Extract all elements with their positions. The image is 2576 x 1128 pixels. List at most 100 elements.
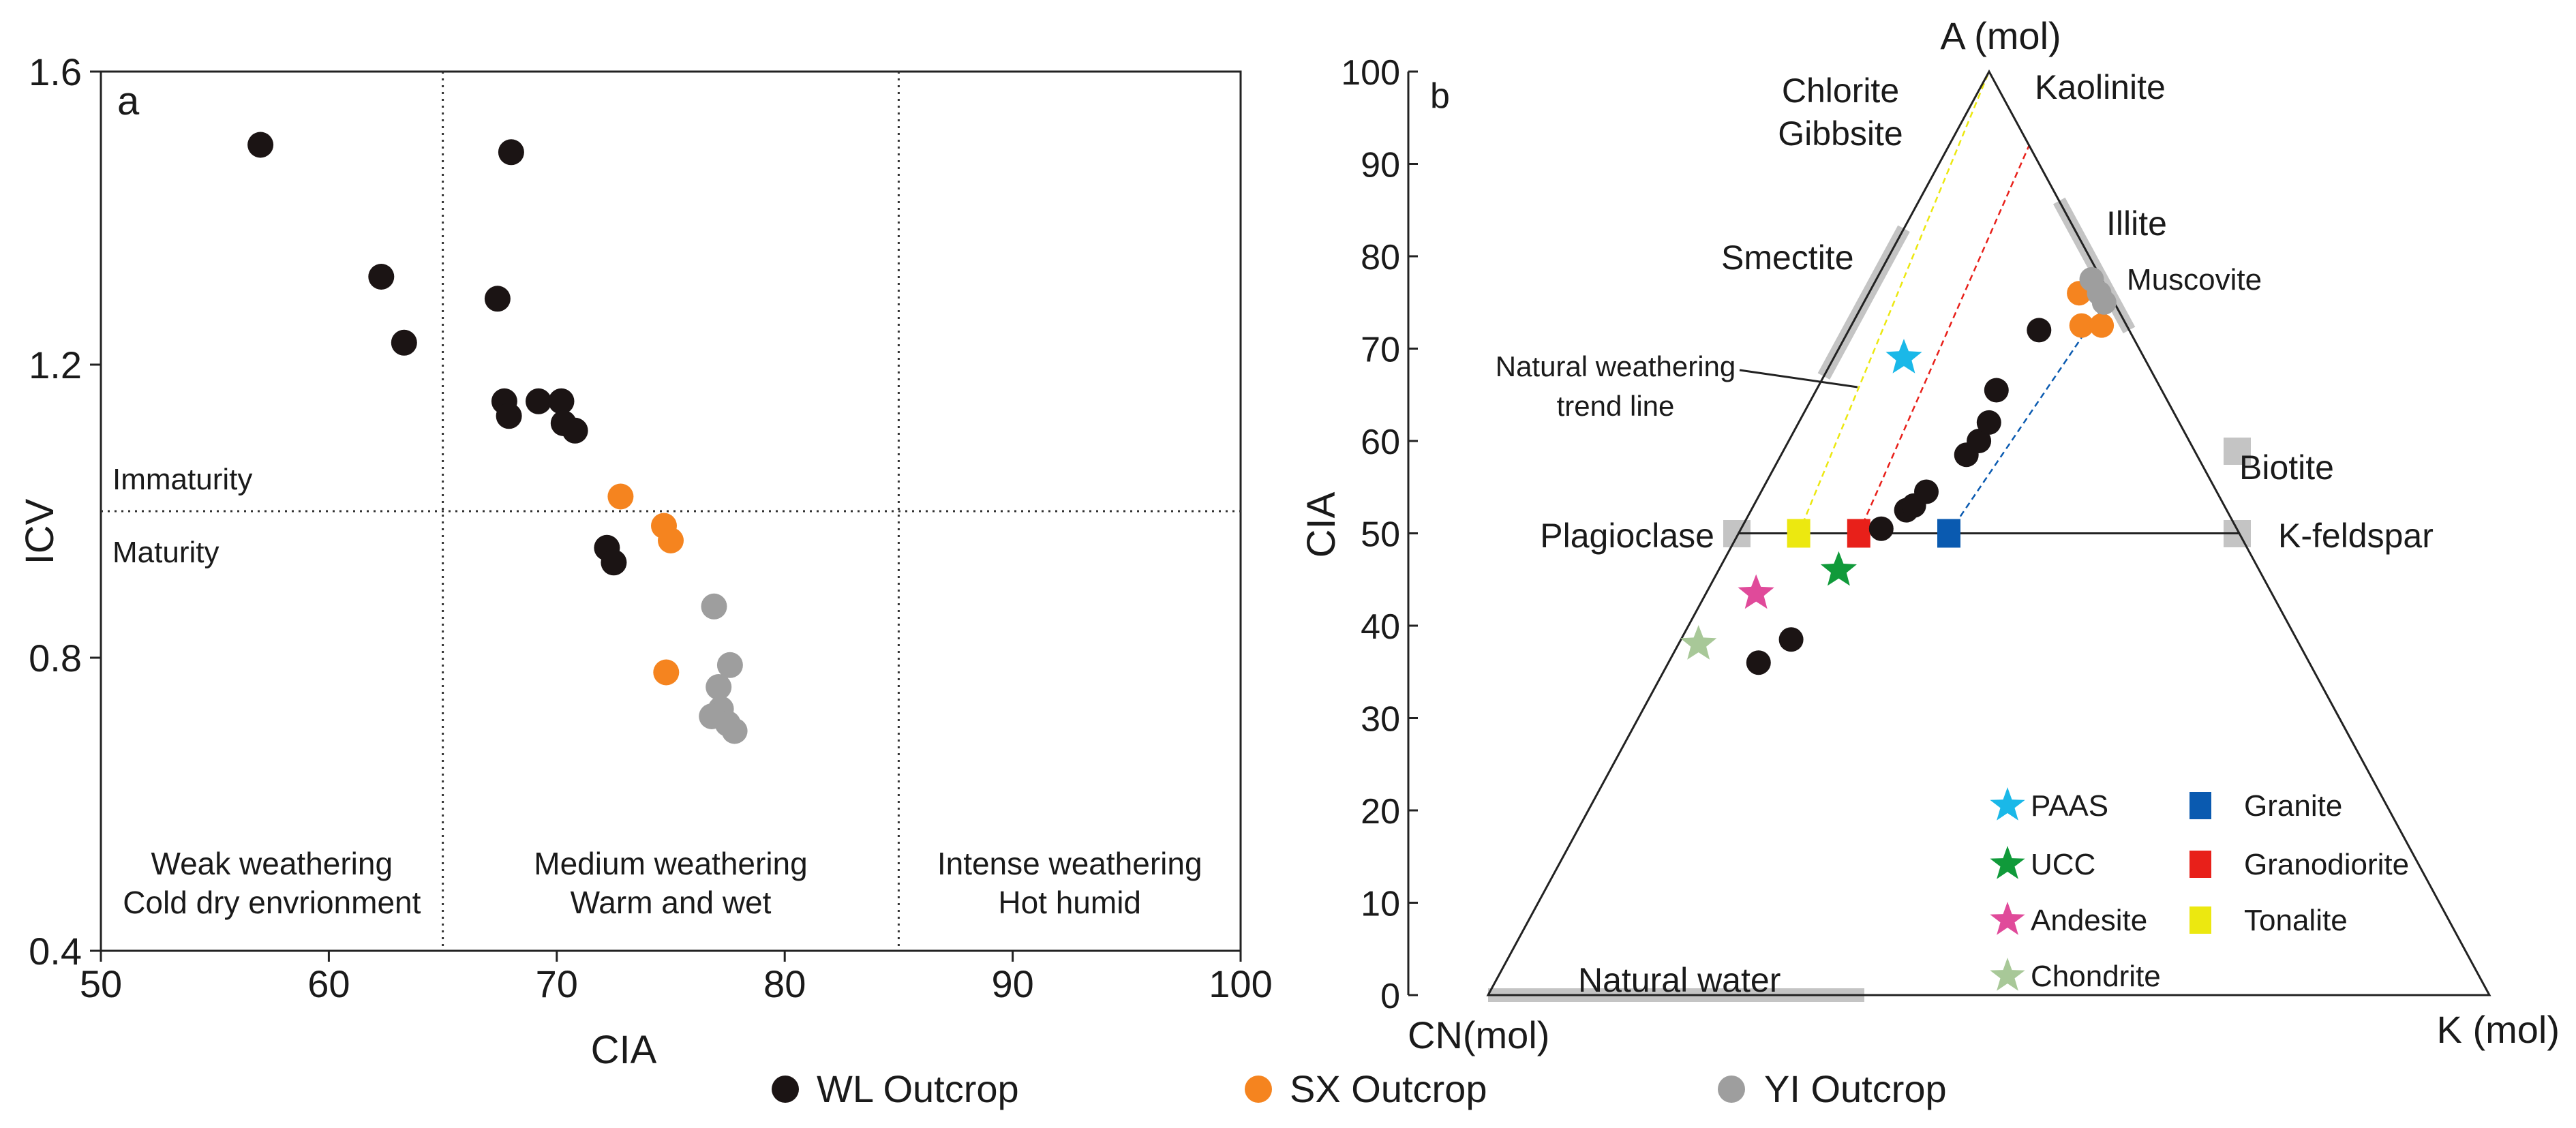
panel-b-reference-markers (1680, 339, 1960, 660)
legend-ucc-star (1990, 846, 2025, 879)
tonalite-reference-square (1787, 519, 1810, 548)
mineral-label: K-feldspar (2278, 517, 2434, 555)
legend-granite-label: Granite (2244, 789, 2342, 823)
panel-a-dividers (101, 72, 1241, 951)
yi-point (2091, 290, 2117, 315)
yi-point (716, 652, 743, 678)
yi-point (721, 718, 748, 744)
wl-point (247, 132, 274, 158)
panel-b-trend-lines (1798, 71, 2100, 534)
wl-point (368, 264, 395, 290)
cia-tick-label: 60 (1361, 423, 1400, 462)
legend-granodiorite-square (2189, 851, 2211, 878)
panel-b-mineral-labels: Chlorite Gibbsite Kaolinite Smectite Illite M… (1540, 68, 2434, 999)
legend-wl-label: WL Outcrop (817, 1067, 1019, 1110)
legend-yi-label: YI Outcrop (1764, 1067, 1947, 1110)
legend-chondrite-star (1990, 958, 2025, 991)
wl-point (498, 139, 524, 166)
annotation-leader-line (1739, 369, 1858, 388)
wl-point (1746, 650, 1771, 675)
zone-label-line2: Warm and wet (571, 885, 772, 920)
yi-point (706, 674, 732, 700)
x-tick-label: 100 (1209, 962, 1272, 1005)
vertex-k-label: K (mol) (2437, 1008, 2560, 1051)
wl-point (548, 388, 575, 414)
zone-label-line1: Weak weathering (151, 846, 393, 881)
legend-yi-marker (1718, 1076, 1745, 1103)
paas-reference-star (1885, 339, 1922, 374)
y-tick-label: 1.6 (29, 50, 82, 93)
legend-sx-marker (1245, 1076, 1272, 1103)
sample-legend: WL Outcrop SX Outcrop YI Outcrop (772, 1067, 1947, 1110)
ucc-reference-star (1820, 551, 1857, 586)
panel-b-mineral-bars (1488, 197, 2251, 1002)
mineral-label: Muscovite (2127, 263, 2262, 296)
panel-b-letter: b (1430, 76, 1450, 116)
zone-label-line1: Intense weathering (937, 846, 1202, 881)
wl-point (1868, 516, 1894, 541)
legend-andesite-label: Andesite (2031, 904, 2147, 937)
wl-point (1976, 410, 2001, 435)
y-tick-label: 0.8 (29, 637, 82, 680)
granodiorite-reference-square (1847, 519, 1870, 548)
wl-point (562, 417, 588, 444)
mineral-label: Natural water (1578, 961, 1781, 999)
chondrite-reference-star (1680, 625, 1717, 660)
mineral-label: Plagioclase (1540, 517, 1714, 555)
sx-point (607, 483, 634, 510)
wl-point (391, 329, 417, 356)
y-tick-label: 1.2 (29, 344, 82, 386)
legend-paas-star (1990, 787, 2025, 821)
x-tick-label: 70 (536, 962, 578, 1005)
x-tick-label: 80 (763, 962, 806, 1005)
wl-point (601, 549, 627, 576)
zone-label-line1: Medium weathering (534, 846, 807, 881)
wl-point (1914, 479, 1939, 504)
y-tick-label: 0.4 (29, 930, 82, 973)
panel-b-data-points (1746, 266, 2117, 675)
wl-point (496, 403, 522, 429)
tonalite-trend-line (1798, 71, 1990, 534)
biotite-marker (2224, 438, 2251, 465)
cia-tick-label: 100 (1341, 53, 1400, 93)
wl-point (1967, 429, 1992, 453)
annotation-line-1: Natural weathering (1496, 350, 1736, 382)
mineral-label: Illite (2106, 204, 2167, 243)
panel-a-zone-labels: Weak weathering Cold dry envrionment Mediu… (123, 846, 1202, 920)
vertex-a-label: A (mol) (1940, 14, 2061, 57)
legend-sx-label: SX Outcrop (1290, 1067, 1487, 1110)
x-tick-label: 50 (80, 962, 122, 1005)
mineral-label: Kaolinite (2035, 68, 2166, 106)
wl-point (1778, 627, 1804, 652)
legend-andesite-star (1990, 902, 2025, 935)
cia-tick-label: 30 (1361, 700, 1400, 740)
sx-point (658, 528, 684, 553)
granite-trend-line (1948, 311, 2100, 534)
zone-label-line2: Hot humid (998, 885, 1141, 920)
legend-tonalite-label: Tonalite (2244, 904, 2348, 937)
granodiorite-trend-line (1858, 144, 2030, 534)
panel-b-cia-axis: 0 10 20 30 40 50 60 70 80 90 100 (1341, 53, 1418, 1016)
cia-tick-label: 40 (1361, 607, 1400, 647)
andesite-reference-star (1738, 574, 1774, 609)
vertex-cn-label: CN(mol) (1408, 1013, 1549, 1056)
cia-tick-label: 10 (1361, 885, 1400, 924)
cia-tick-label: 80 (1361, 238, 1400, 277)
wl-point (2027, 318, 2052, 343)
cia-tick-label: 90 (1361, 146, 1400, 185)
wl-point (526, 388, 551, 414)
zone-label-line2: Cold dry envrionment (123, 885, 421, 920)
sx-point (2089, 313, 2115, 338)
x-tick-label: 90 (991, 962, 1033, 1005)
wl-point (1984, 378, 2009, 403)
cia-tick-label: 50 (1361, 515, 1400, 555)
legend-wl-marker (772, 1076, 799, 1103)
panel-a-axis-ticks: 50 60 70 80 90 100 0.4 0.8 1.2 1.6 (29, 50, 1273, 1005)
mineral-label: Biotite (2239, 448, 2334, 487)
panel-a-scatter: a CIA ICV 50 60 70 80 90 100 0.4 0.8 1.2 1.6 Imma… (18, 50, 1273, 1072)
sx-point (2069, 313, 2094, 338)
cia-tick-label: 70 (1361, 331, 1400, 370)
legend-paas-label: PAAS (2031, 789, 2108, 823)
yi-point (701, 593, 727, 620)
